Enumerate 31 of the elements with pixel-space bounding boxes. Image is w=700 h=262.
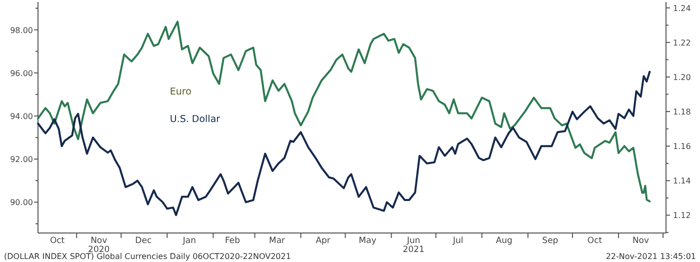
y-tick-label: 98.00 — [10, 26, 33, 35]
y-tick-label: 96.00 — [10, 68, 33, 78]
x-tick-label: Dec — [135, 236, 152, 246]
x-tick-label: Apr — [316, 236, 331, 246]
x-tick-label: Jun 2021 — [402, 236, 424, 255]
line-series — [37, 70, 651, 216]
line-series — [37, 20, 651, 202]
text: Euro — [170, 86, 192, 98]
x-tick-label: Oct — [587, 236, 603, 246]
y2-tick-label: 1.16 — [673, 142, 691, 152]
y2-tick-label: 1.18 — [673, 108, 691, 117]
x-tick-label: Jul — [452, 236, 464, 246]
y2-tick-label: 1.14 — [673, 176, 691, 186]
text: (DOLLAR INDEX SPOT) Global Currencies Daily 06OCT2020-22NOV2021 — [4, 252, 291, 261]
text: 22-Nov-2021 13:45:01 — [606, 252, 696, 261]
x-tick-label: Nov — [632, 236, 650, 246]
y2-tick-label: 1.22 — [673, 38, 691, 48]
x-tick-label: Jan — [182, 236, 196, 246]
text: U.S. Dollar — [170, 114, 220, 126]
y-tick-label: 90.00 — [10, 198, 33, 208]
x-tick-label: Mar — [269, 236, 286, 246]
y-tick-label: 94.00 — [10, 112, 33, 121]
x-tick-label: May — [358, 236, 376, 246]
x-tick-label: Sep — [542, 236, 558, 246]
x-tick-label: Feb — [224, 236, 240, 246]
x-tick-label: Aug — [496, 236, 512, 246]
y2-tick-label: 1.20 — [673, 72, 691, 82]
y2-tick-label: 1.12 — [673, 211, 691, 220]
x-tick-label: Oct — [50, 236, 66, 246]
y2-tick-label: 1.24 — [673, 4, 691, 13]
y-tick-label: 92.00 — [10, 155, 33, 164]
